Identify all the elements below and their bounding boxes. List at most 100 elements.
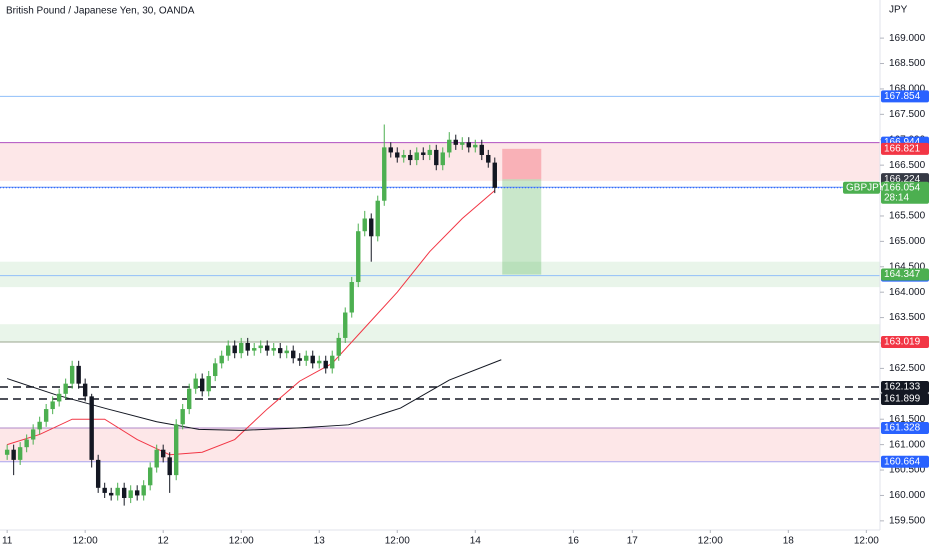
level-label-bg (881, 381, 929, 394)
zone (0, 427, 880, 462)
level-label: 161.328 (884, 423, 921, 434)
candle-body (219, 355, 224, 364)
candle-body (121, 487, 127, 498)
x-tick-label: 17 (627, 536, 639, 547)
candle-body (154, 449, 159, 468)
x-tick-label: 11 (2, 536, 13, 547)
candle-body (408, 154, 413, 161)
y-tick-label: 164.500 (889, 261, 926, 272)
stop-label-bg (881, 142, 929, 155)
symbol-tag: GBPJPY (846, 182, 886, 193)
countdown-label: 28:14 (884, 192, 909, 203)
candle-body (173, 424, 179, 476)
candle-body (69, 365, 75, 384)
target-label-bg (881, 268, 929, 281)
entry-label: 166.224 (884, 174, 921, 185)
candle-body (108, 492, 114, 496)
y-tick-label: 165.000 (889, 236, 926, 247)
candle-body (141, 485, 146, 496)
candle-body (304, 355, 309, 361)
candle-body (356, 231, 361, 283)
candle-body (50, 401, 55, 410)
candle-body (479, 144, 484, 155)
candle-body (30, 429, 36, 440)
candle-body (265, 345, 270, 351)
level-label-bg (881, 392, 929, 405)
symbol-tag-bg (843, 181, 880, 194)
candle-body (128, 490, 133, 498)
candle-body (440, 152, 445, 166)
y-tick-label: 161.500 (889, 414, 926, 425)
level-label: 160.664 (884, 456, 921, 467)
candle-body (369, 218, 374, 237)
candle-body (37, 421, 42, 430)
level-label: 163.019 (884, 337, 921, 348)
moving-average (7, 190, 496, 456)
y-tick-label: 168.500 (889, 58, 926, 69)
candle-body (24, 439, 29, 448)
x-tick-label: 12 (158, 536, 170, 547)
y-tick-label: 160.500 (889, 465, 926, 476)
level-label-bg (881, 336, 929, 349)
candle-body (245, 343, 250, 351)
candle-body (193, 378, 198, 389)
level-label-bg (881, 455, 929, 468)
candle-body (349, 282, 354, 313)
candle-body (258, 345, 263, 349)
level-label: 166.944 (884, 137, 921, 148)
y-tick-label: 164.000 (889, 287, 926, 298)
candle-body (388, 147, 393, 153)
candle-body (343, 312, 348, 338)
x-tick-label: 13 (314, 536, 326, 547)
candle-body (17, 447, 23, 460)
candle-body (200, 378, 205, 392)
target-zone (502, 179, 542, 275)
zone (0, 142, 880, 181)
candle-body (4, 449, 10, 455)
candle-body (95, 459, 101, 488)
candle-body (382, 147, 387, 201)
x-tick-label: 12:00 (698, 536, 723, 547)
candle-body (427, 149, 432, 155)
candle-body (395, 152, 400, 158)
candle-body (434, 149, 439, 166)
candle-body (336, 337, 341, 356)
candle-body (317, 360, 322, 364)
candle-body (460, 142, 465, 145)
last-price-bg (881, 181, 929, 204)
candle-body (206, 376, 211, 392)
level-label-bg (881, 90, 929, 103)
candle-body (160, 449, 166, 458)
y-tick-label: 167.500 (889, 109, 926, 120)
candle-body (375, 200, 380, 237)
y-tick-label: 159.500 (889, 515, 926, 526)
candle-body (232, 345, 237, 354)
target-label: 164.347 (884, 269, 921, 280)
y-tick-label: 161.000 (889, 439, 926, 450)
candle-body (89, 396, 94, 460)
zone (0, 324, 880, 343)
candle-body (213, 363, 218, 377)
candle-body (492, 162, 497, 188)
y-tick-label: 168.000 (889, 84, 926, 95)
candle-body (76, 365, 81, 384)
plot-area (0, 95, 880, 506)
candle-body (56, 393, 62, 402)
candle-body (284, 350, 289, 354)
candle-body (167, 457, 172, 476)
currency-label: JPY (889, 5, 908, 16)
candle-body (226, 345, 231, 356)
candle-body (271, 348, 276, 351)
x-tick-label: 12:00 (854, 536, 879, 547)
level-label: 161.899 (884, 394, 921, 405)
chart-title: British Pound / Japanese Yen, 30, OANDA (6, 6, 195, 17)
candle-body (310, 355, 315, 364)
y-tick-label: 169.000 (889, 33, 926, 44)
candle-body (180, 409, 185, 425)
x-tick-label: 12:00 (385, 536, 410, 547)
candle-body (278, 348, 283, 354)
candle-body (401, 154, 406, 158)
candle-body (362, 218, 367, 232)
last-price-label: 166.054 (884, 182, 921, 193)
